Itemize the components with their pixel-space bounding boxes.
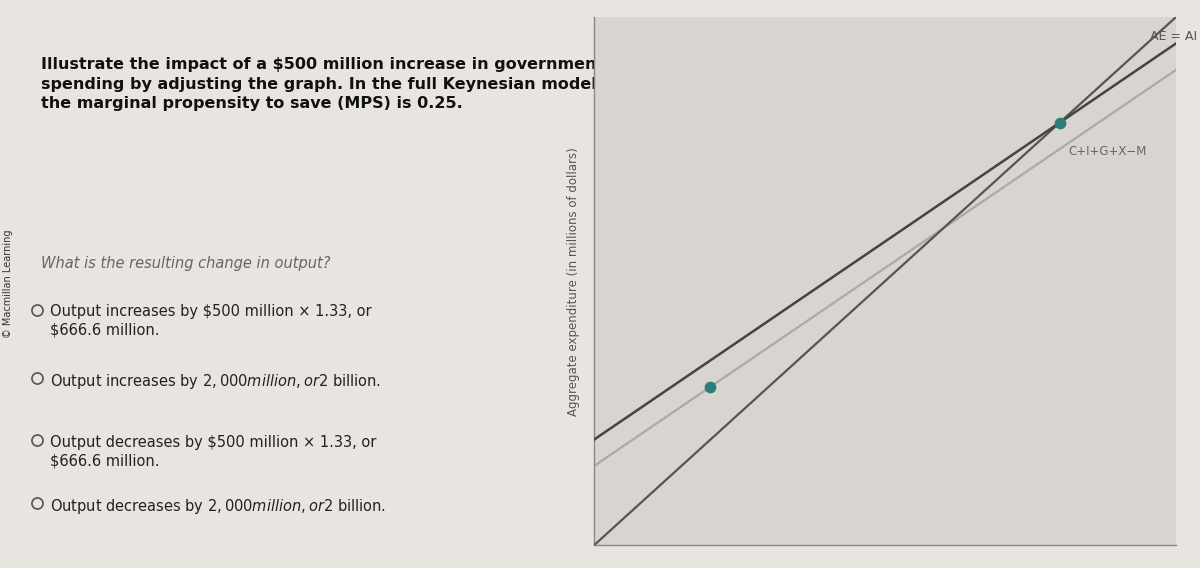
Text: C+I+G+X−M: C+I+G+X−M (1068, 145, 1147, 158)
Text: Output decreases by $500 million × 1.33, or
$666.6 million.: Output decreases by $500 million × 1.33,… (50, 435, 377, 468)
Text: What is the resulting change in output?: What is the resulting change in output? (41, 256, 330, 270)
Text: Illustrate the impact of a $500 million increase in government
spending by adjus: Illustrate the impact of a $500 million … (41, 57, 605, 111)
Text: Output decreases by $2,000 million, or $2 billion.: Output decreases by $2,000 million, or $… (50, 497, 386, 516)
Text: AE = AI: AE = AI (1150, 30, 1196, 43)
Text: Output increases by $2,000 million, or $2 billion.: Output increases by $2,000 million, or $… (50, 372, 382, 391)
Point (1050, 118, 1069, 127)
Text: Output increases by $500 million × 1.33, or
$666.6 million.: Output increases by $500 million × 1.33,… (50, 304, 372, 337)
Text: Aggregate expenditure (in millions of dollars): Aggregate expenditure (in millions of do… (568, 147, 581, 416)
Text: © Macmillan Learning: © Macmillan Learning (2, 229, 13, 339)
Point (701, 382, 720, 391)
